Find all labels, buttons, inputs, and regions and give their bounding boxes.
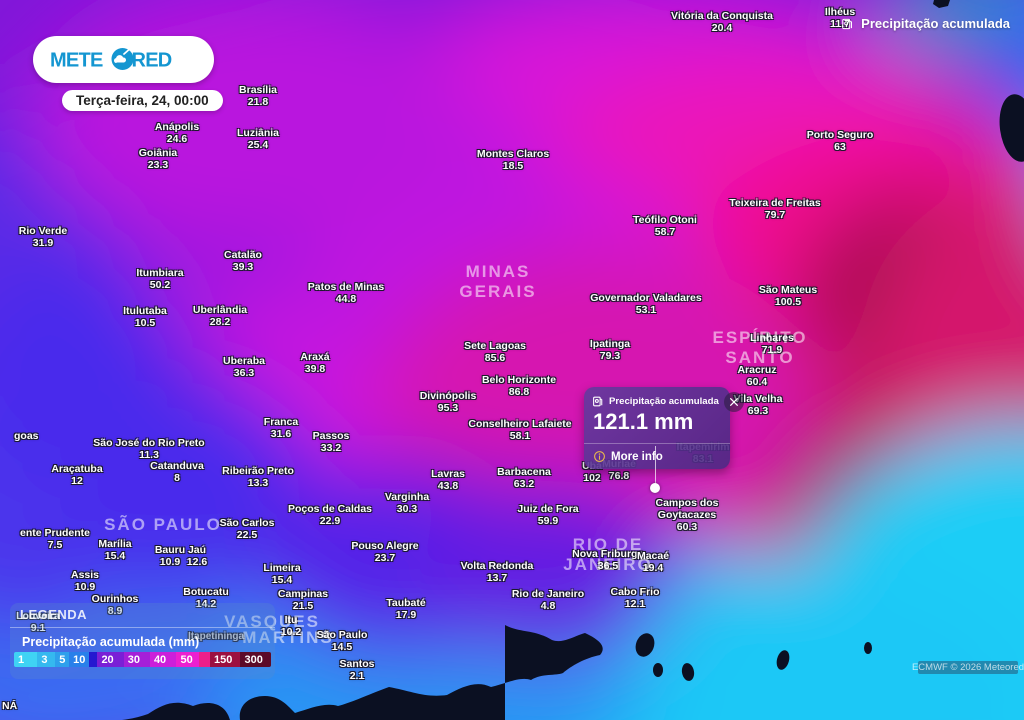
svg-text:METE: METE xyxy=(50,49,103,71)
svg-text:RED: RED xyxy=(131,49,171,71)
